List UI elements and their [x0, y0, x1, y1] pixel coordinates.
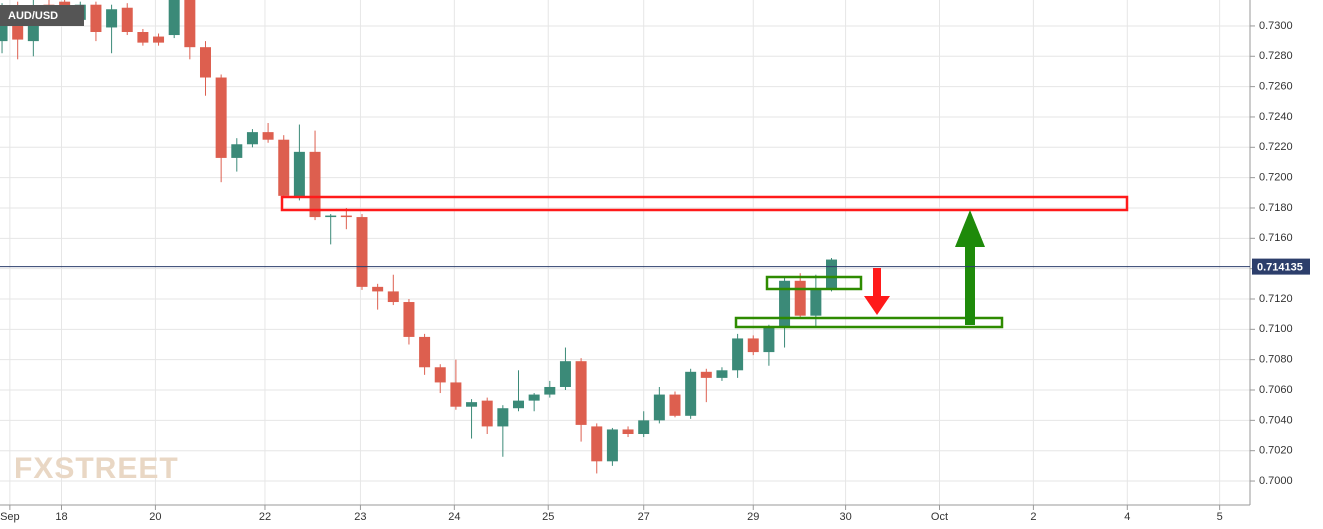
candle-body	[419, 336, 431, 368]
candle-body	[325, 215, 337, 218]
candle-body	[669, 394, 681, 416]
current-price-box	[1252, 258, 1310, 275]
candle-body	[246, 132, 258, 145]
candle-body	[826, 259, 838, 289]
y-tick-label: 0.7080	[1259, 354, 1293, 366]
candle-body	[356, 217, 368, 287]
title-box	[0, 5, 84, 26]
candle-body	[575, 361, 587, 425]
y-tick-label: 0.7180	[1259, 202, 1293, 214]
candle-body	[481, 400, 493, 427]
grid	[0, 0, 1250, 505]
candle-body	[121, 7, 133, 33]
x-tick-label: 23	[354, 511, 366, 523]
watermark: FXSTREET	[14, 452, 179, 485]
x-tick-label: 2	[1030, 511, 1036, 523]
x-tick-label: 29	[747, 511, 759, 523]
candle-body	[810, 288, 822, 316]
x-tick-label: 18	[55, 511, 67, 523]
candle-body	[559, 361, 571, 387]
candle-body	[716, 370, 728, 378]
candle-body	[638, 420, 650, 435]
candle-body	[231, 144, 243, 158]
candle-body	[90, 4, 102, 33]
up-arrow	[955, 210, 985, 325]
x-tick-label: 20	[149, 511, 161, 523]
y-tick-label: 0.7280	[1259, 50, 1293, 62]
candle-body	[528, 394, 540, 401]
y-tick-label: 0.7220	[1259, 141, 1293, 153]
x-tick-label: 4	[1124, 511, 1130, 523]
y-tick-label: 0.7100	[1259, 323, 1293, 335]
candle-body	[434, 367, 446, 383]
x-tick-label: 22	[259, 511, 271, 523]
candles	[0, 0, 838, 474]
x-tick-label: Sep	[0, 511, 20, 523]
candle-body	[293, 151, 305, 198]
plot-area	[0, 0, 1250, 505]
candle-body	[466, 402, 478, 407]
candle-body	[512, 400, 524, 409]
y-tick-label: 0.7200	[1259, 172, 1293, 184]
candle-body	[168, 0, 180, 36]
x-tick-label: 5	[1217, 511, 1223, 523]
candle-body	[763, 327, 775, 353]
candle-body	[309, 151, 321, 218]
candle-body	[199, 47, 211, 78]
candle-body	[779, 280, 791, 328]
candle-body	[262, 132, 274, 140]
candle-body	[387, 291, 399, 303]
candle-body	[450, 382, 462, 407]
candle-body	[700, 371, 712, 378]
candle-body	[106, 9, 118, 28]
y-tick-label: 0.7260	[1259, 81, 1293, 93]
chart-title: AUD/USD	[8, 10, 58, 22]
candle-body	[340, 215, 352, 218]
x-tick-label: Oct	[931, 511, 948, 523]
candle-body	[372, 286, 384, 292]
y-tick-label: 0.7120	[1259, 293, 1293, 305]
x-tick-label: 25	[542, 511, 554, 523]
y-tick-label: 0.7020	[1259, 445, 1293, 457]
down-arrow	[864, 268, 890, 315]
candle-body	[278, 139, 290, 196]
x-tick-label: 24	[448, 511, 460, 523]
x-tick-label: 27	[638, 511, 650, 523]
candle-body	[685, 371, 697, 416]
candle-body	[497, 408, 509, 427]
y-tick-label: 0.7060	[1259, 384, 1293, 396]
y-tick-label: 0.7160	[1259, 232, 1293, 244]
candle-body	[591, 426, 603, 462]
resistance-zone	[280, 195, 1129, 212]
candle-body	[0, 18, 8, 42]
candle-body	[403, 302, 415, 337]
candle-body	[184, 0, 196, 48]
range-box	[765, 275, 863, 291]
candle-body	[606, 429, 618, 462]
y-tick-label: 0.7000	[1259, 475, 1293, 487]
y-tick-label: 0.7300	[1259, 20, 1293, 32]
candle-body	[137, 32, 149, 43]
candle-body	[622, 429, 634, 435]
y-tick-label: 0.7040	[1259, 414, 1293, 426]
candle-body	[794, 280, 806, 316]
support-zone	[734, 316, 1004, 329]
x-tick-label: 30	[839, 511, 851, 523]
candle-body	[153, 36, 165, 43]
candle-body	[653, 394, 665, 421]
candle-body	[544, 386, 556, 395]
y-tick-label: 0.7240	[1259, 111, 1293, 123]
current-price-label: 0.714135	[1257, 262, 1303, 274]
candle-body	[747, 338, 759, 353]
candle-body	[732, 338, 744, 371]
candle-body	[215, 77, 227, 158]
